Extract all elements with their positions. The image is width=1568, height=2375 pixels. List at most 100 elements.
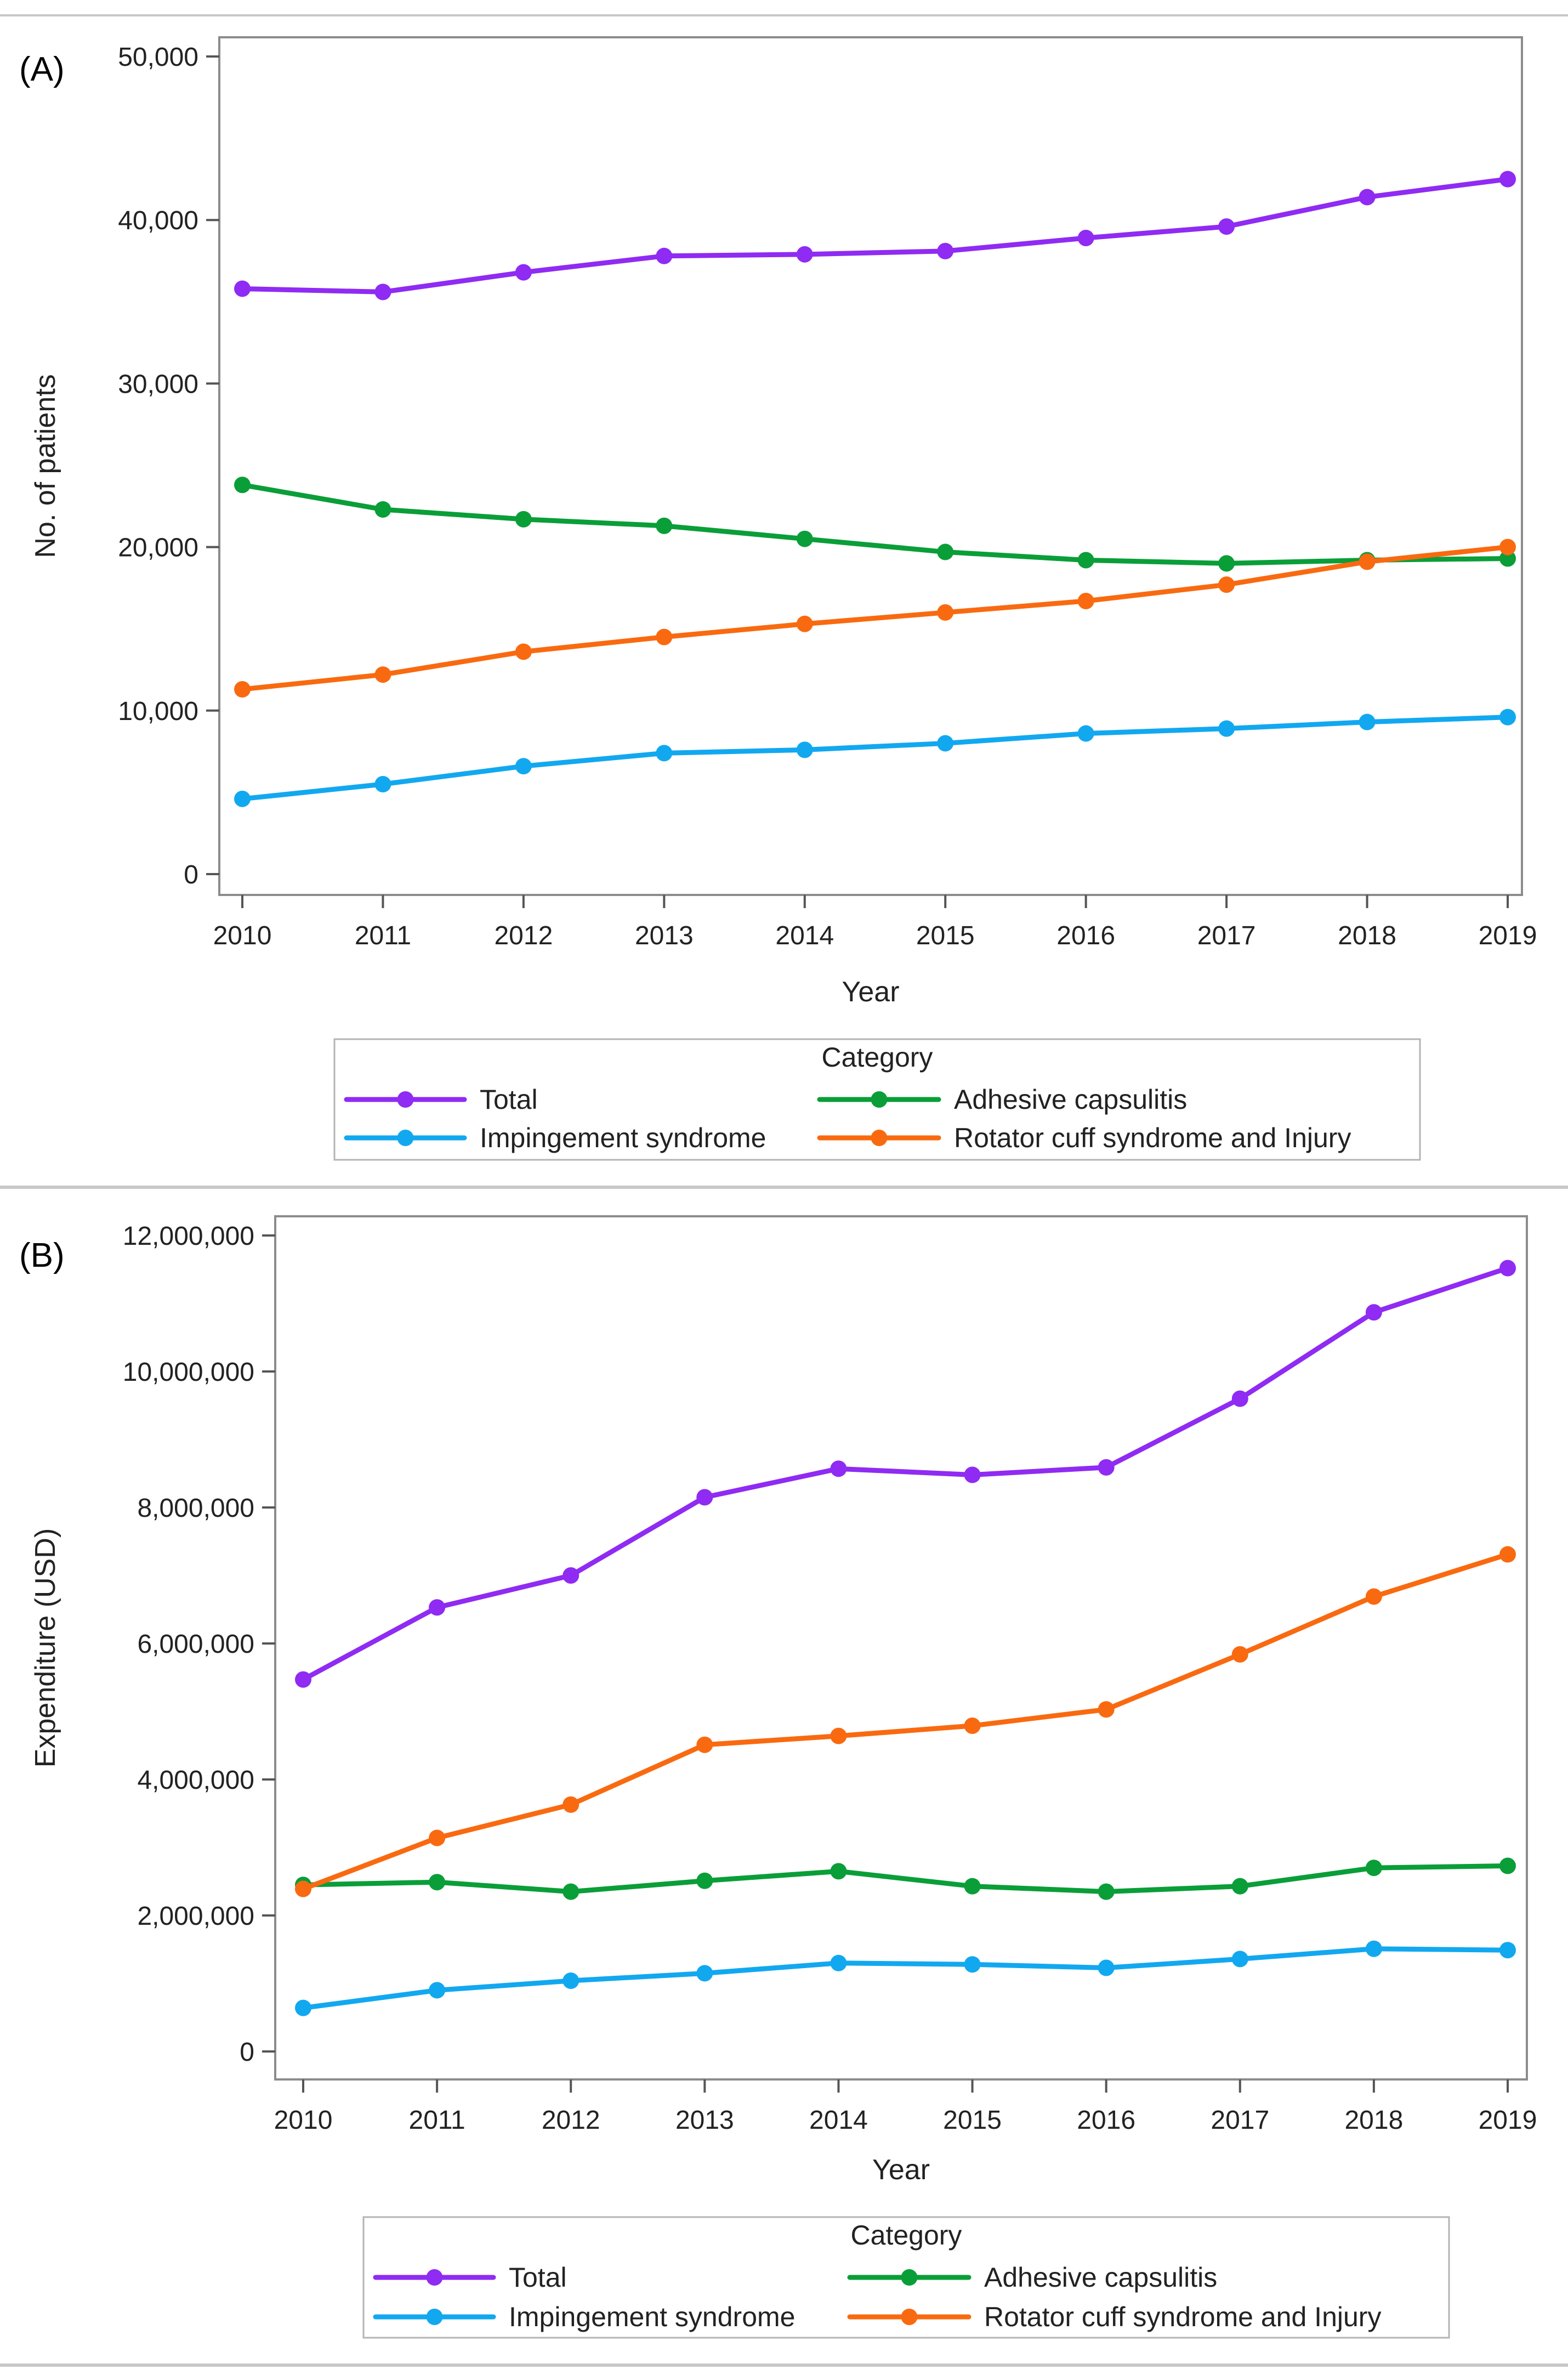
data-point: [937, 604, 954, 621]
data-point: [515, 264, 532, 281]
data-point: [515, 758, 532, 775]
series-line: [300, 1266, 1510, 1682]
data-point: [429, 1874, 446, 1891]
data-point: [1365, 1588, 1382, 1605]
x-tick-label: 2012: [542, 2106, 600, 2135]
series-line: [240, 715, 1510, 802]
data-point: [563, 1972, 580, 1989]
y-tick-label: 20,000: [118, 534, 198, 563]
data-point: [696, 1965, 713, 1982]
data-point: [1231, 1951, 1248, 1968]
legend-swatch-point: [397, 1091, 414, 1108]
data-point: [429, 1599, 446, 1616]
legend-entry-label: Total: [480, 1084, 538, 1115]
x-tick-label: 2013: [635, 921, 694, 950]
legend-swatch-point: [397, 1130, 414, 1146]
data-point: [1098, 1701, 1115, 1718]
data-point: [656, 628, 673, 645]
x-tick-label: 2016: [1077, 2106, 1135, 2135]
x-axis-title: Year: [872, 2154, 930, 2186]
data-point: [830, 1954, 847, 1971]
legend-entry-label: Adhesive capsulitis: [954, 1084, 1187, 1115]
y-tick-label: 0: [184, 860, 198, 889]
data-point: [796, 741, 813, 758]
chart-panel-a: (A) 0 10,000 20,000 30,000 40,000 50,000 2010 20…: [19, 36, 1537, 1161]
x-tick-label: 2010: [213, 921, 272, 950]
data-point: [563, 1883, 580, 1900]
data-point: [1098, 1959, 1115, 1976]
data-point: [796, 615, 813, 632]
data-point: [830, 1727, 847, 1744]
legend-swatch-point: [901, 2309, 918, 2325]
data-point: [656, 247, 673, 264]
legend-swatch-point: [901, 2269, 918, 2286]
series-line: [240, 545, 1510, 692]
x-tick-label: 2012: [494, 921, 553, 950]
legend-swatch-point: [426, 2269, 443, 2286]
data-point: [1499, 1260, 1516, 1277]
legend-entry-label: Rotator cuff syndrome and Injury: [984, 2302, 1381, 2332]
data-point: [1499, 1857, 1516, 1874]
data-point: [830, 1863, 847, 1880]
data-point: [937, 735, 954, 752]
data-point: [696, 1736, 713, 1753]
y-tick-label: 8,000,000: [137, 1494, 254, 1523]
data-point: [515, 643, 532, 660]
data-point: [1365, 1940, 1382, 1957]
plot-area: [218, 36, 1523, 896]
data-point: [1077, 552, 1094, 569]
x-tick-label: 2017: [1211, 2106, 1269, 2135]
y-tick-label: 4,000,000: [137, 1766, 254, 1795]
data-point: [295, 1671, 311, 1688]
data-point: [1077, 593, 1094, 610]
data-point: [1231, 1646, 1248, 1663]
data-point: [234, 477, 251, 494]
chart-panel-b: (B) 0 2,000,000 4,000,000 6,000,000 8,000,000…: [19, 1215, 1537, 2339]
y-tick-label: 0: [240, 2038, 254, 2067]
data-point: [656, 517, 673, 534]
y-axis-title: Expenditure (USD): [30, 1528, 61, 1767]
data-point: [1218, 576, 1235, 593]
x-tick-label: 2014: [775, 921, 834, 950]
data-point: [374, 666, 391, 683]
data-point: [1499, 708, 1516, 725]
legend-entry-label: Adhesive capsulitis: [984, 2262, 1217, 2293]
y-tick-label: 2,000,000: [137, 1902, 254, 1931]
series-line: [300, 1946, 1510, 2011]
x-tick-label: 2013: [675, 2106, 734, 2135]
data-point: [295, 1880, 311, 1897]
data-point: [1365, 1304, 1382, 1321]
data-point: [1218, 720, 1235, 737]
x-tick-label: 2019: [1479, 921, 1537, 950]
data-point: [1231, 1390, 1248, 1407]
data-point: [1499, 1546, 1516, 1563]
x-tick-label: 2015: [916, 921, 975, 950]
data-point: [1359, 553, 1376, 570]
series-line: [300, 1863, 1510, 1895]
data-point: [1077, 230, 1094, 247]
legend-entry-label: Impingement syndrome: [509, 2302, 795, 2332]
legend-title: Category: [851, 2220, 962, 2251]
data-point: [1231, 1878, 1248, 1895]
data-point: [1499, 171, 1516, 188]
x-tick-label: 2018: [1338, 921, 1396, 950]
data-point: [1359, 189, 1376, 206]
data-point: [656, 745, 673, 762]
data-point: [234, 280, 251, 297]
legend-swatch-point: [426, 2309, 443, 2325]
panel-label: (A): [19, 50, 65, 88]
data-point: [563, 1796, 580, 1813]
x-tick-label: 2011: [409, 2106, 465, 2135]
data-point: [234, 681, 251, 698]
x-tick-label: 2017: [1197, 921, 1256, 950]
data-point: [1499, 1942, 1516, 1959]
legend-title: Category: [822, 1042, 933, 1073]
data-point: [1499, 550, 1516, 567]
data-point: [1499, 539, 1516, 556]
data-point: [1098, 1883, 1115, 1900]
legend-swatch-point: [871, 1130, 888, 1146]
data-point: [234, 790, 251, 807]
data-point: [374, 284, 391, 301]
data-point: [964, 1878, 981, 1895]
